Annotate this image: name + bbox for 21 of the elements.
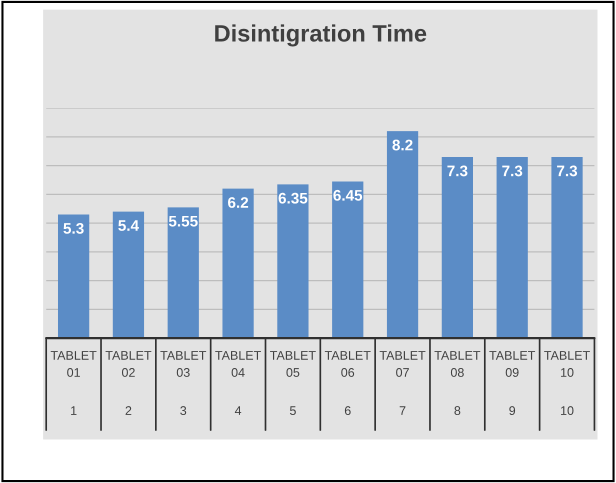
data-label: 5.4	[118, 220, 139, 231]
data-label: 7.3	[447, 166, 468, 176]
chart-title: Disintigration Time	[215, 24, 426, 47]
category-label: TABLET 02 2	[106, 351, 152, 415]
category-label: TABLET 08 8	[434, 351, 480, 416]
data-label: 6.35	[278, 192, 308, 204]
category-label: TABLET 01 1	[50, 351, 96, 415]
data-label: 6.2	[228, 197, 248, 208]
data-label: 6.45	[333, 190, 362, 201]
category-label: TABLET 09 9	[489, 351, 536, 416]
data-label: 5.55	[168, 216, 198, 227]
category-label: TABLET 10 10	[544, 351, 590, 416]
data-label: 8.2	[392, 140, 413, 150]
category-label: TABLET 06 6	[324, 351, 371, 416]
data-label: 7.3	[557, 166, 578, 176]
category-label: TABLET 07 7	[380, 351, 426, 415]
category-label: TABLET 04 4	[215, 351, 261, 415]
category-label: TABLET 03 3	[160, 351, 206, 416]
data-label: 5.3	[63, 222, 84, 234]
category-label: TABLET 05 5	[270, 351, 316, 416]
data-label: 7.3	[502, 166, 522, 176]
